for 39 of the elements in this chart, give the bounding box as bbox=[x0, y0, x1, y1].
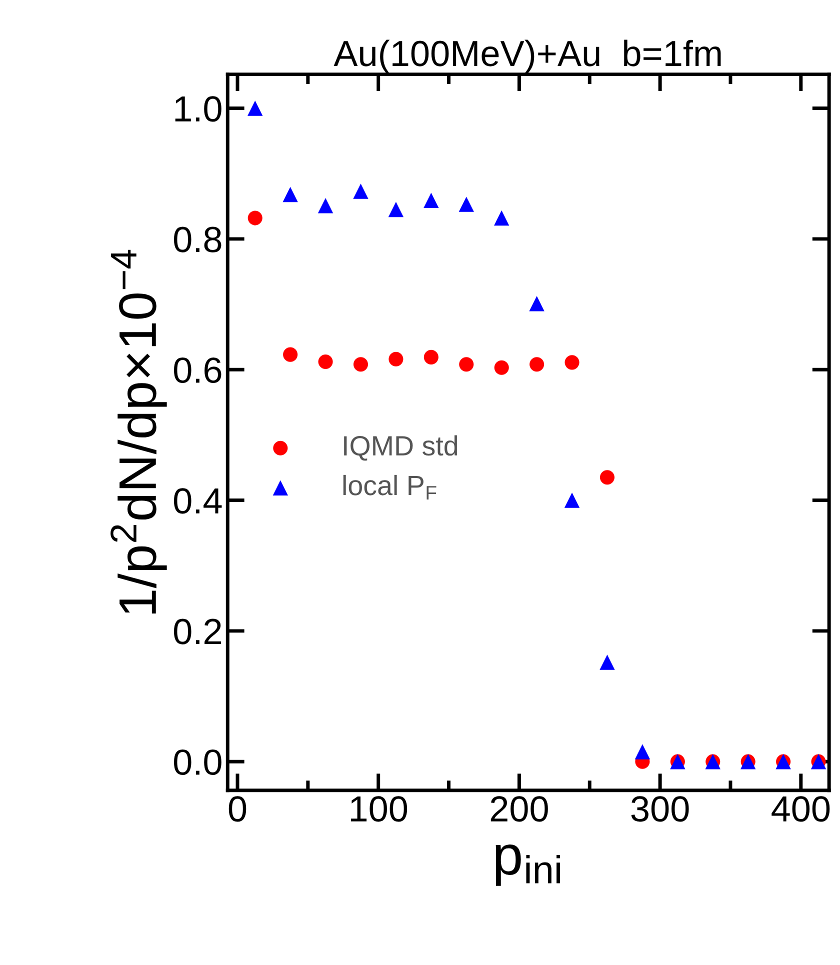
point bbox=[248, 100, 263, 116]
point bbox=[459, 357, 474, 372]
chart-title: Au(100MeV)+Au b=1fm bbox=[334, 40, 721, 74]
point bbox=[494, 210, 510, 226]
y-tick-label: 1.0 bbox=[175, 96, 222, 122]
point bbox=[353, 357, 368, 372]
x-tick-label: 0 bbox=[228, 796, 246, 822]
point bbox=[388, 352, 404, 366]
point bbox=[600, 470, 615, 485]
x-tick-label: 100 bbox=[350, 796, 408, 822]
point bbox=[564, 492, 580, 508]
point bbox=[424, 350, 438, 364]
point bbox=[283, 347, 298, 362]
x-tick-label: 200 bbox=[490, 796, 548, 822]
point bbox=[458, 196, 474, 212]
point bbox=[564, 355, 580, 370]
point bbox=[494, 360, 509, 375]
y-tick-label: 0.6 bbox=[174, 357, 222, 384]
point bbox=[388, 202, 404, 218]
y-tick-label: 0.8 bbox=[174, 226, 222, 252]
y-tick-label: 0.4 bbox=[174, 488, 222, 514]
y-tick-label: 0.0 bbox=[174, 749, 222, 776]
point bbox=[424, 192, 439, 208]
legend-label: local P$_{F}$ bbox=[343, 474, 436, 500]
point bbox=[530, 357, 544, 372]
x-tick-label: 300 bbox=[631, 796, 689, 822]
point bbox=[353, 184, 368, 199]
point bbox=[529, 296, 544, 312]
y-tick-label: 0.2 bbox=[174, 618, 221, 644]
x-axis-title: p$_{ini}$ bbox=[496, 844, 560, 886]
point bbox=[634, 744, 650, 760]
x-tick-label: 400 bbox=[772, 796, 830, 822]
legend-label: IQMD std bbox=[344, 435, 458, 461]
point bbox=[318, 354, 333, 370]
point bbox=[282, 186, 298, 202]
y-axis-title: 1/p$^{2}$dN/dp×10$^{−4}$ bbox=[110, 250, 167, 614]
point bbox=[248, 210, 262, 226]
point bbox=[600, 654, 615, 670]
point bbox=[318, 198, 334, 214]
